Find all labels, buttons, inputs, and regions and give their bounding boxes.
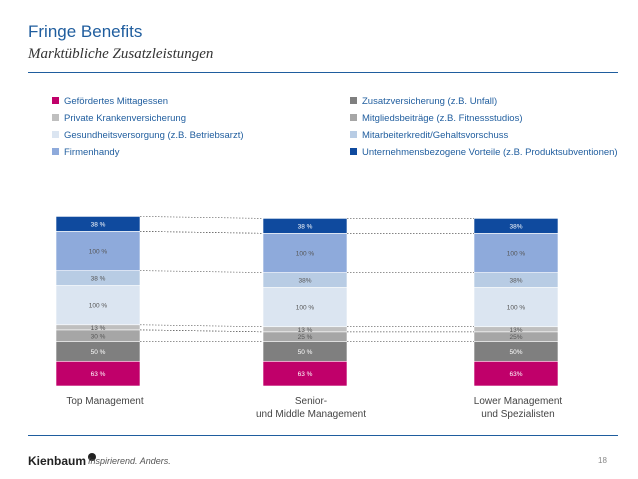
data-label: 38 % (91, 221, 106, 228)
x-tick-line: Lower Management (473, 396, 563, 407)
legend-item: Zusatzversicherung (z.B. Unfall) (350, 96, 497, 107)
legend-swatch (52, 97, 59, 104)
data-label: 38 % (298, 223, 313, 230)
data-label: 38% (509, 278, 522, 285)
data-label: 50% (509, 349, 522, 356)
data-label: 100 % (507, 250, 526, 257)
header-divider (28, 72, 618, 73)
legend-swatch (350, 114, 357, 121)
data-label: 100 % (507, 305, 526, 312)
data-label: 38 % (91, 276, 106, 283)
x-tick-label: Top Management (40, 395, 170, 408)
footer-divider (28, 435, 618, 436)
brand-mark-icon (88, 453, 97, 461)
legend-item: Mitgliedsbeiträge (z.B. Fitnessstudios) (350, 113, 523, 124)
x-tick-line: und Spezialisten (481, 409, 555, 420)
x-tick-label: Senior- und Middle Management (236, 395, 386, 421)
data-label: 30 % (91, 333, 106, 340)
x-tick-line: und Middle Management (255, 409, 367, 420)
connector-line (139, 324, 264, 328)
data-label: 38% (509, 223, 522, 230)
data-label: 100 % (296, 250, 315, 257)
bar-segment (262, 233, 348, 273)
bar-segment (262, 287, 348, 328)
legend-label: Unternehmensbezogene Vorteile (z.B. Prod… (362, 147, 618, 158)
legend-swatch (52, 148, 59, 155)
legend-label: Mitgliedsbeiträge (z.B. Fitnessstudios) (362, 113, 523, 124)
data-label: 25 % (298, 334, 313, 341)
brand-name: Kienbaum (28, 454, 87, 468)
legend-swatch (350, 97, 357, 104)
legend-item: Gefördertes Mittagessen (52, 96, 168, 107)
data-label: 50 % (298, 349, 313, 356)
data-label: 38% (298, 278, 311, 285)
bar-segment (55, 285, 141, 326)
legend-item: Firmenhandy (52, 147, 119, 158)
bar-segment (55, 360, 141, 387)
bar-segment (473, 287, 559, 328)
x-tick-line: Top Management (66, 396, 144, 407)
page-subtitle: Marktübliche Zusatzleistungen (28, 46, 214, 62)
legend-item: Unternehmensbezogene Vorteile (z.B. Prod… (350, 147, 618, 158)
data-label: 100 % (296, 305, 315, 312)
data-label: 25% (509, 334, 522, 341)
legend-swatch (350, 148, 357, 155)
bar-segment (473, 218, 559, 234)
data-label: 63 % (298, 371, 313, 378)
bar-segment (262, 218, 348, 234)
data-label: 100 % (89, 248, 108, 255)
legend-label: Mitarbeiterkredit/Gehaltsvorschuss (362, 130, 509, 141)
bar-segment (55, 216, 141, 232)
bar-segment (55, 231, 141, 271)
page-title: Fringe Benefits (28, 22, 143, 41)
connector-line (139, 329, 264, 333)
brand-tagline: Inspirierend. Anders. (88, 456, 171, 466)
data-label: 50 % (91, 349, 106, 356)
connector-line (139, 216, 264, 219)
legend-item: Gesundheitsversorgung (z.B. Betriebsarzt… (52, 130, 244, 141)
legend-label: Zusatzversicherung (z.B. Unfall) (362, 96, 498, 107)
data-label: 63 % (91, 371, 106, 378)
legend-label: Gesundheitsversorgung (z.B. Betriebsarzt… (64, 130, 244, 141)
data-label: 13 % (298, 327, 313, 334)
data-label: 13 % (91, 325, 106, 332)
connector-line (139, 270, 264, 273)
x-tick-line: Senior- (294, 396, 328, 407)
bar-segment (473, 233, 559, 273)
data-label: 13% (509, 327, 522, 334)
legend-swatch (52, 114, 59, 121)
x-tick-label: Lower Management und Spezialisten (448, 395, 588, 421)
data-label: 63% (509, 371, 522, 378)
connector-line (139, 231, 264, 234)
legend-item: Mitarbeiterkredit/Gehaltsvorschuss (350, 130, 508, 141)
data-label: 100 % (89, 303, 108, 310)
legend-label: Firmenhandy (64, 147, 120, 158)
legend-label: Private Krankenversicherung (64, 113, 186, 124)
legend-label: Gefördertes Mittagessen (64, 96, 169, 107)
brand-logo: Kienbaum (28, 453, 97, 468)
legend-item: Private Krankenversicherung (52, 113, 186, 124)
page-number: 18 (598, 456, 607, 465)
legend-swatch (52, 131, 59, 138)
legend-swatch (350, 131, 357, 138)
bar-segment (473, 360, 559, 387)
